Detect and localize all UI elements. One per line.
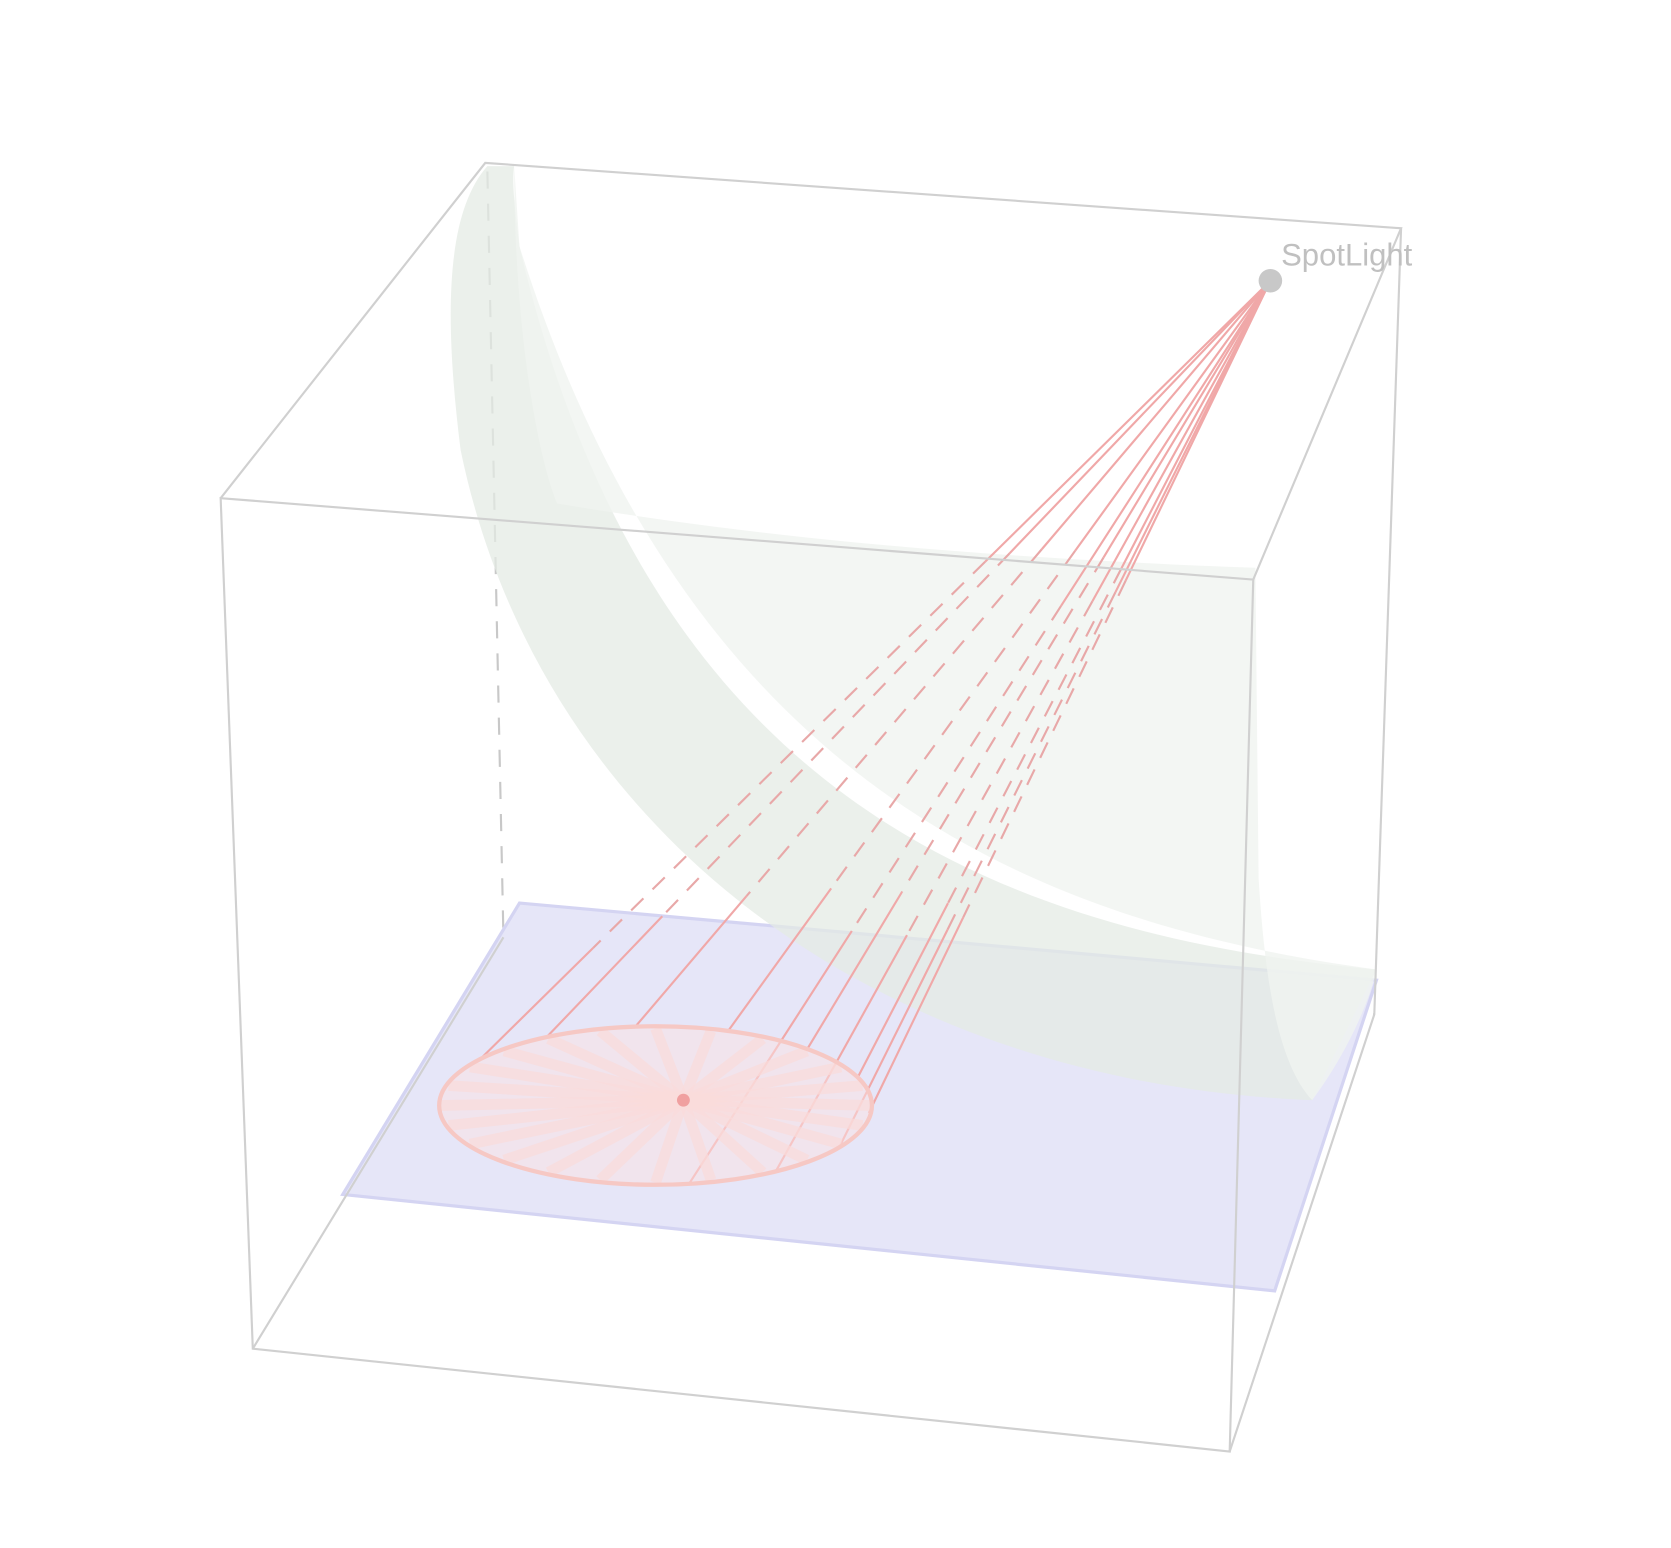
ray-hidden bbox=[850, 605, 1063, 932]
ray bbox=[856, 902, 949, 1080]
ray bbox=[477, 947, 594, 1062]
ray-hidden bbox=[947, 567, 1123, 904]
ray-hidden bbox=[906, 600, 1094, 936]
ray bbox=[1124, 280, 1272, 581]
ray-hidden bbox=[962, 579, 1127, 918]
ray bbox=[1009, 279, 1272, 554]
ray bbox=[634, 895, 748, 1028]
ray bbox=[867, 916, 965, 1114]
ray bbox=[1120, 280, 1272, 569]
ray-hidden bbox=[946, 591, 1117, 931]
ray-hidden bbox=[745, 548, 1043, 897]
ray bbox=[1102, 280, 1272, 559]
ray bbox=[984, 279, 1272, 563]
ray bbox=[1091, 280, 1272, 602]
ray bbox=[545, 915, 664, 1039]
box-edge bbox=[251, 936, 505, 1350]
spotlight-label: SpotLight bbox=[1281, 238, 1413, 273]
ray-hidden bbox=[830, 550, 1077, 890]
ray-hidden bbox=[661, 552, 1011, 917]
ray-hidden bbox=[901, 556, 1105, 893]
disk-rim bbox=[437, 1024, 875, 1187]
surface-inner bbox=[514, 166, 1377, 1101]
ray-hidden bbox=[592, 560, 987, 949]
spotlight-point bbox=[1258, 268, 1283, 293]
rays bbox=[477, 279, 1272, 1185]
box-top bbox=[219, 161, 1403, 581]
disk-center bbox=[676, 1093, 690, 1107]
ray bbox=[727, 887, 833, 1032]
ray bbox=[1040, 280, 1272, 550]
ray bbox=[1060, 280, 1272, 607]
ray bbox=[1074, 280, 1272, 552]
box-right bbox=[1228, 228, 1403, 1452]
ray bbox=[806, 891, 903, 1051]
